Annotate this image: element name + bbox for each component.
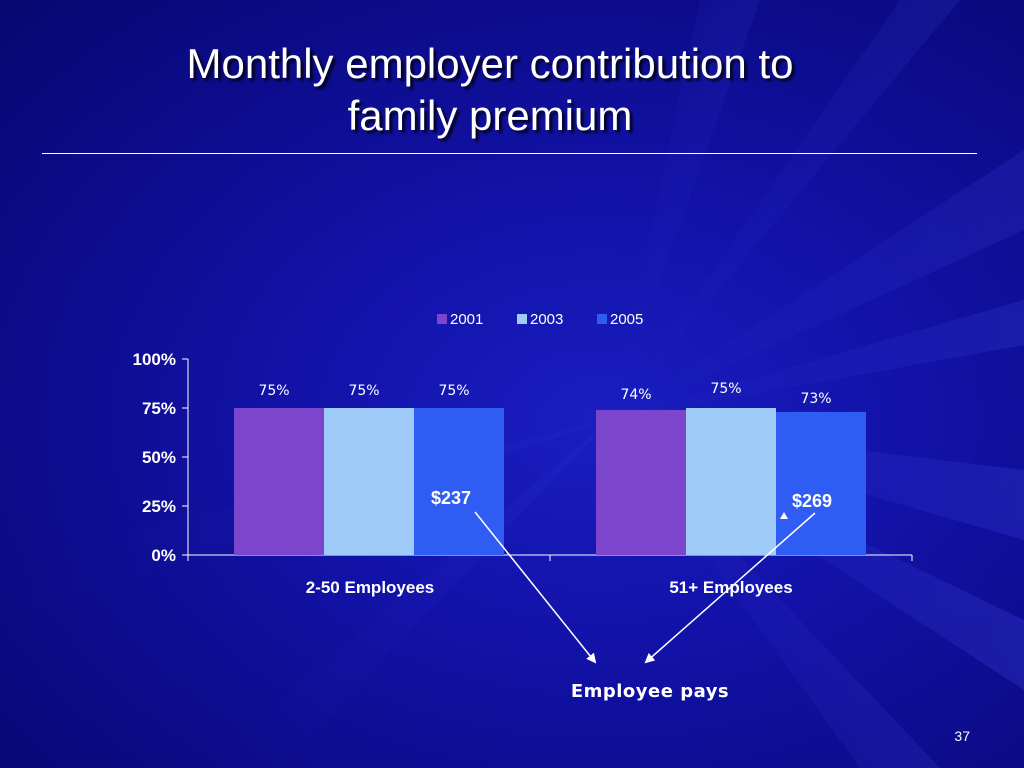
slide-title-line-1: Monthly employer contribution to [186,40,794,87]
y-tick-label: 25% [142,497,176,516]
chart-legend: 2001 2003 2005 [437,311,643,328]
arrow-from-269 [644,512,816,664]
slide-number: 37 [954,728,970,744]
x-tick-label-2-50-employees: 2-50 Employees [306,578,435,597]
legend-label-2001: 2001 [450,311,483,328]
y-tick-label: 75% [142,399,176,418]
bar-2001-51-plus-employees [596,409,686,555]
bar-value-label: 74% [620,387,651,403]
annotation-amount-269: $269 [792,491,832,511]
y-tick-label: 0% [151,546,176,565]
legend-swatch-2001 [437,314,447,324]
y-tick-label: 50% [142,448,176,467]
annotation-amount-237: $237 [431,488,471,508]
bar-2001-2-50-employees [234,408,324,555]
x-axis-ticks [187,555,913,561]
bar-value-label: 75% [348,383,379,399]
bar-2005-2-50-employees [414,408,504,555]
legend-label-2003: 2003 [530,311,563,328]
bar-value-label: 73% [800,391,831,407]
y-tick-label: 100% [133,350,176,369]
legend-swatch-2005 [597,314,607,324]
bars [234,408,866,555]
bar-value-label: 75% [438,383,469,399]
bar-2005-51-plus-employees [776,411,866,555]
slide-title-line-2: family premium [347,92,633,139]
bar-value-labels: 75% 74% 75% 75% 75% 73% [258,381,831,407]
slide-title: Monthly employer contribution to family … [60,38,920,142]
bar-2003-51-plus-employees [686,408,776,555]
bar-value-label: 75% [710,381,741,397]
bar-2003-2-50-employees [324,408,414,555]
small-triangle-icon [780,512,788,519]
legend-swatch-2003 [517,314,527,324]
arrow-from-237 [474,511,597,664]
bar-value-label: 75% [258,383,289,399]
y-axis-ticks: 0% 25% 50% 75% 100% [133,350,188,565]
legend-label-2005: 2005 [610,311,643,328]
title-divider [42,153,977,154]
employee-pays-label: Employee pays [571,681,729,702]
